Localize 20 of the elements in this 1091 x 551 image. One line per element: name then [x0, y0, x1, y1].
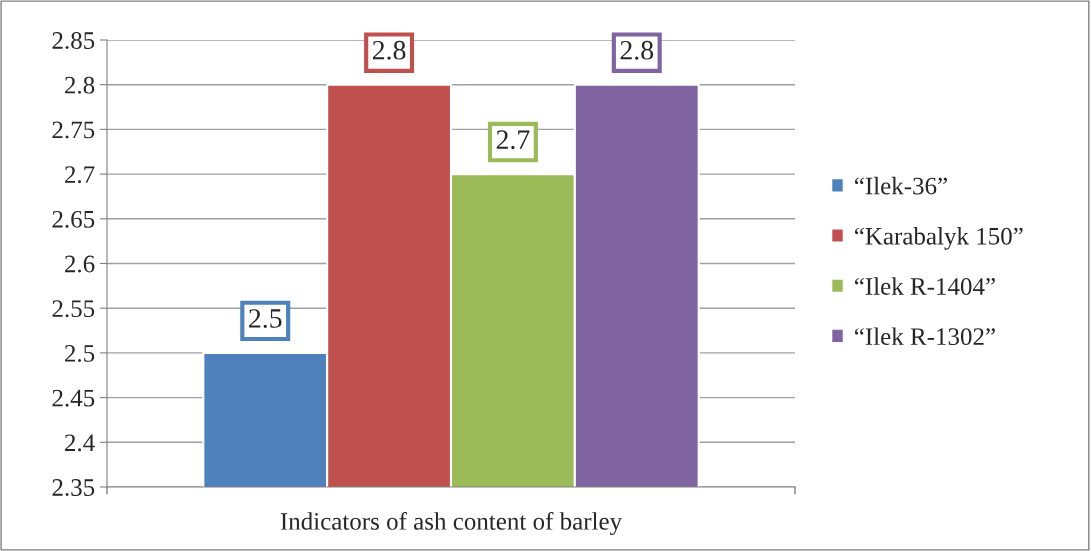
data-label: 2.8 [620, 40, 654, 60]
y-tick-label: 2.5 [65, 345, 95, 362]
y-tick-label: 2.65 [52, 210, 95, 228]
data-label: 2.5 [249, 309, 282, 328]
legend-label: “Ilek R-1404” [854, 277, 995, 295]
y-tick-label: 2.8 [65, 76, 95, 94]
y-tick-label: 2.6 [65, 255, 95, 273]
legend-label: “Karabalyk 150” [854, 227, 1023, 250]
x-tick-label: Indicators of ash content of barley [280, 512, 623, 535]
y-tick-label: 2.35 [52, 479, 95, 497]
legend-label: “Ilek R-1302” [854, 327, 995, 346]
y-tick-label: 2.4 [65, 434, 95, 452]
data-label: 2.7 [496, 130, 530, 150]
legend-label: “Ilek-36” [854, 176, 947, 195]
data-label: 2.8 [372, 40, 406, 60]
y-tick-label: 2.75 [52, 121, 95, 139]
y-tick-label: 2.55 [52, 300, 95, 318]
y-tick-label: 2.7 [65, 166, 95, 184]
y-tick-label: 2.45 [52, 389, 95, 407]
y-tick-label: 2.85 [52, 32, 95, 50]
